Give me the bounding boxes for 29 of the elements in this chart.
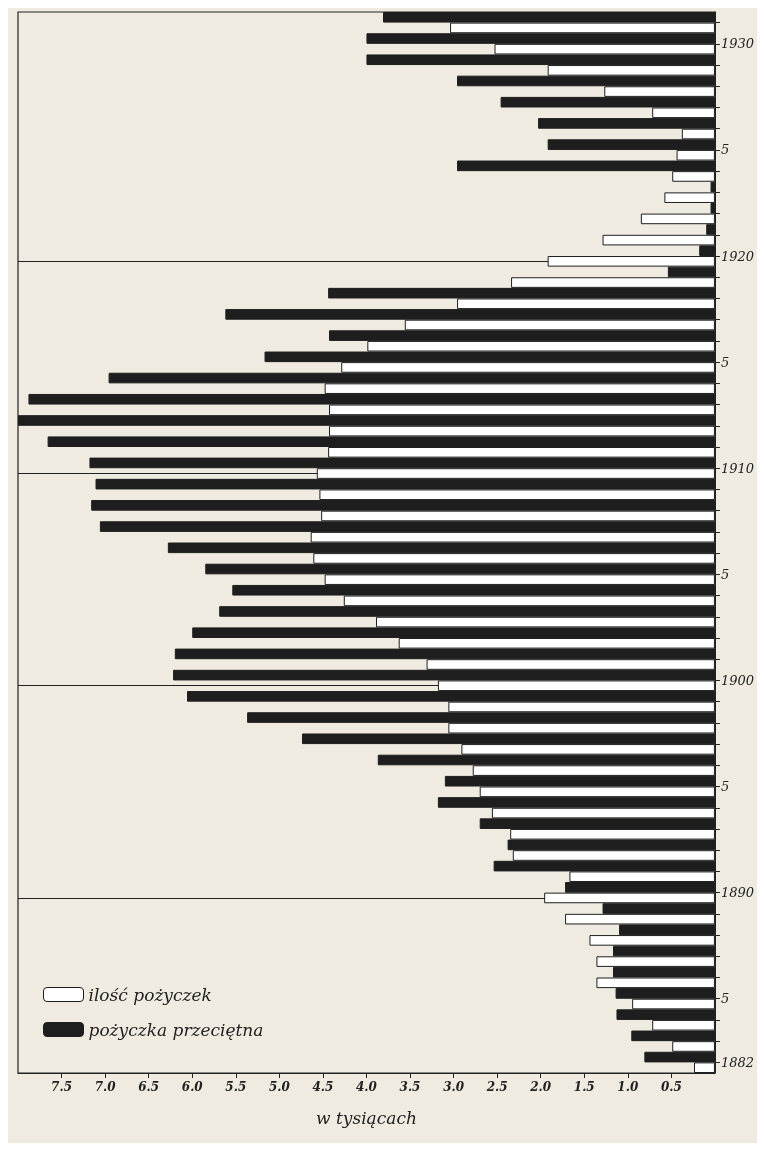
x-tick-label: 7.0 <box>94 1080 117 1094</box>
x-tick-label: 6.0 <box>181 1080 204 1094</box>
legend-label: pożyczka przeciętna <box>88 1019 264 1040</box>
x-tick-label: 2.0 <box>529 1080 552 1094</box>
x-tick-label: 3.5 <box>399 1080 421 1094</box>
x-tick-label: 4.0 <box>356 1080 378 1094</box>
y-tick-label: 1930 <box>720 36 755 52</box>
x-tick-label: 3.0 <box>443 1080 465 1094</box>
y-tick-label: 5 <box>720 566 730 582</box>
y-tick-label: 1882 <box>720 1054 755 1070</box>
y-tick-label: 5 <box>720 142 730 158</box>
y-tick-label: 1890 <box>720 885 755 901</box>
legend-label: ilość pożyczek <box>88 984 212 1005</box>
y-tick-label: 1910 <box>720 460 755 476</box>
y-tick-label: 1900 <box>720 672 755 688</box>
x-tick-label: 4.5 <box>312 1080 334 1094</box>
x-tick-label: 5.0 <box>268 1080 291 1094</box>
y-tick-label: 5 <box>720 991 730 1007</box>
x-tick-label: 0.5 <box>660 1080 682 1094</box>
y-tick-label: 1920 <box>720 248 755 264</box>
x-tick-label: 7.5 <box>51 1080 72 1094</box>
x-axis-title: w tysiącach <box>316 1107 417 1128</box>
y-tick-label: 5 <box>720 779 730 795</box>
x-tick-label: 1.0 <box>617 1080 639 1094</box>
y-tick-label: 5 <box>720 354 730 370</box>
x-tick-label: 6.5 <box>138 1080 160 1094</box>
x-tick-label: 2.5 <box>485 1080 508 1094</box>
x-tick-label: 5.5 <box>225 1080 247 1094</box>
x-tick-label: 1.5 <box>573 1080 595 1094</box>
